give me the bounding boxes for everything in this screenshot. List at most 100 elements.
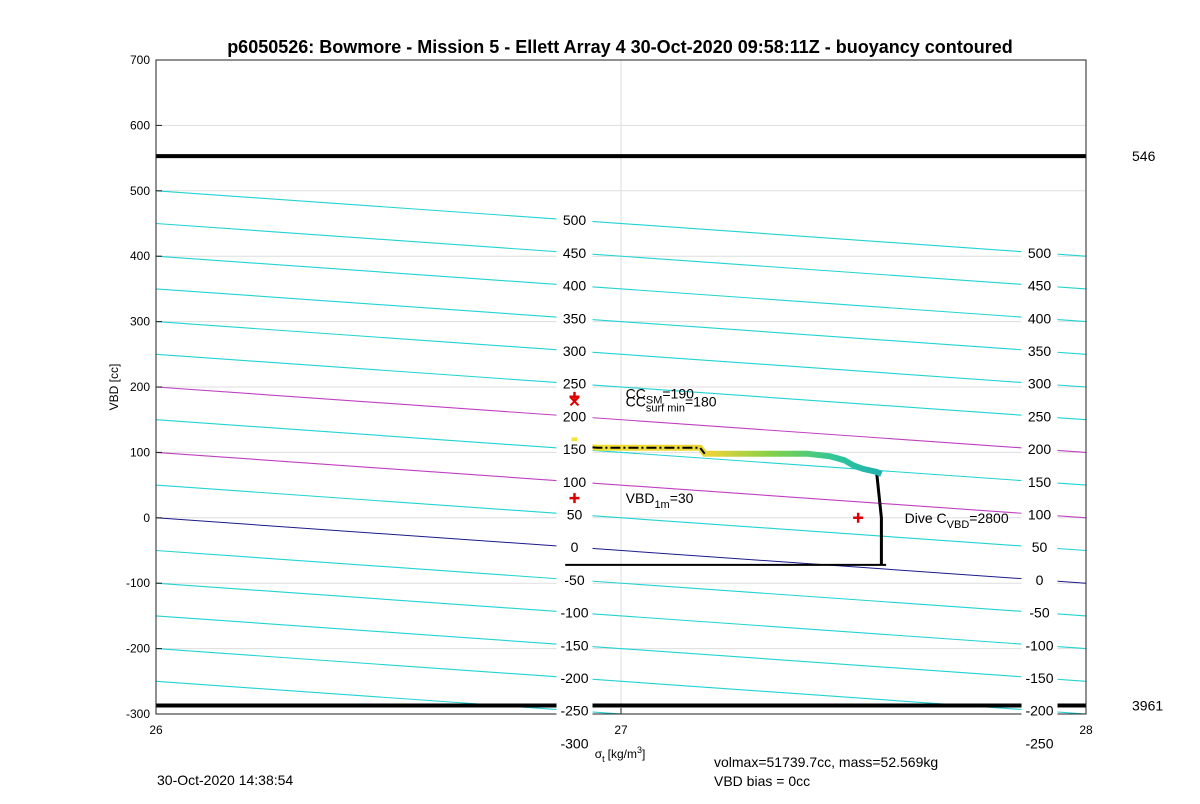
contour-line bbox=[156, 353, 1086, 421]
x-axis-label-unit: [kg/m bbox=[608, 747, 637, 761]
contour-label: -100 bbox=[560, 605, 588, 621]
contour-label: 300 bbox=[563, 343, 587, 359]
y-tick-label: 300 bbox=[130, 315, 150, 329]
contour-line bbox=[156, 648, 1086, 714]
contour-label: 450 bbox=[563, 245, 587, 261]
contour-label: 50 bbox=[567, 507, 583, 523]
contour-label: -50 bbox=[564, 572, 584, 588]
x-tick-label: 26 bbox=[149, 723, 163, 737]
footer-volmax: volmax=51739.7cc, mass=52.569kg bbox=[714, 754, 939, 770]
contour-label-bg bbox=[1021, 604, 1058, 621]
y-tick-label: 0 bbox=[143, 511, 150, 525]
contour-label: 400 bbox=[563, 278, 587, 294]
profile-vertical-line bbox=[875, 473, 883, 565]
contour-label: 250 bbox=[1028, 408, 1052, 424]
contour-label: 500 bbox=[563, 212, 587, 228]
contour-line bbox=[156, 451, 1086, 519]
contour-label-bg bbox=[556, 571, 593, 588]
contour-label-bg bbox=[556, 539, 593, 556]
footer-vbd-bias: VBD bias = 0cc bbox=[714, 773, 811, 789]
contour-line bbox=[156, 549, 1086, 617]
contour-label-bg bbox=[1021, 539, 1058, 556]
y-tick-label: -200 bbox=[126, 642, 150, 656]
contour-line bbox=[156, 615, 1086, 682]
marker-label: CCsurf min=180 bbox=[626, 393, 717, 414]
y-tick-label: 400 bbox=[130, 249, 150, 263]
contour-label: 500 bbox=[1028, 245, 1052, 261]
x-axis-label: σt [kg/m3] bbox=[595, 745, 646, 764]
y-tick-label: 200 bbox=[130, 380, 150, 394]
contour-label: -300 bbox=[560, 735, 588, 751]
x-tick-label: 27 bbox=[614, 723, 628, 737]
contour-line bbox=[156, 190, 1086, 257]
contour-label-bg bbox=[556, 343, 593, 360]
contour-label: 150 bbox=[563, 441, 587, 457]
contour-line bbox=[156, 582, 1086, 650]
y-axis-label: VBD [cc] bbox=[107, 364, 121, 411]
contour-label: 300 bbox=[1028, 376, 1052, 392]
contour-label: 450 bbox=[1028, 278, 1052, 294]
buoyancy-contours bbox=[156, 190, 1086, 714]
contour-label-bg bbox=[1021, 506, 1058, 523]
contour-label: 250 bbox=[563, 376, 587, 392]
contour-label: 0 bbox=[1036, 572, 1044, 588]
contour-line bbox=[156, 484, 1086, 552]
contour-label: 200 bbox=[563, 408, 587, 424]
contour-label: -250 bbox=[560, 703, 588, 719]
contour-label: -150 bbox=[560, 637, 588, 653]
contour-label: -150 bbox=[1025, 670, 1053, 686]
y-tick-label: 500 bbox=[130, 184, 150, 198]
contour-label-bg bbox=[556, 473, 593, 490]
contour-label: 200 bbox=[1028, 441, 1052, 457]
y-tick-label: 600 bbox=[130, 118, 150, 132]
contour-line bbox=[156, 386, 1086, 453]
contour-label-bg bbox=[1021, 670, 1058, 687]
x-axis-label-unit-sup: 3 bbox=[637, 745, 642, 755]
contour-label: 100 bbox=[1028, 507, 1052, 523]
contour-label-bg bbox=[556, 310, 593, 327]
marker-label: VBD1m=30 bbox=[626, 490, 694, 511]
marker-plus bbox=[853, 512, 864, 523]
contour-label-bg bbox=[556, 604, 593, 621]
contour-label: -250 bbox=[1025, 735, 1053, 751]
y-tick-label: 100 bbox=[130, 445, 150, 459]
contour-label: -200 bbox=[560, 670, 588, 686]
contour-label: 100 bbox=[563, 474, 587, 490]
contour-line bbox=[156, 680, 629, 714]
contour-label-bg bbox=[1021, 637, 1058, 654]
contour-line bbox=[156, 517, 1086, 584]
contour-line bbox=[156, 419, 1086, 486]
contour-label-bg bbox=[556, 244, 593, 261]
contour-line bbox=[156, 288, 1086, 355]
contour-label-bg bbox=[1021, 277, 1058, 294]
marker-label: Dive CVBD=2800 bbox=[905, 510, 1009, 531]
marker-label: CCSM=190 bbox=[626, 386, 694, 407]
contour-label-bg bbox=[1021, 473, 1058, 490]
contour-label: -200 bbox=[1025, 703, 1053, 719]
contour-label-bg bbox=[556, 277, 593, 294]
limit-lines: 546 3961 bbox=[156, 148, 1163, 713]
contour-label: -50 bbox=[1029, 605, 1049, 621]
contour-label: 400 bbox=[1028, 310, 1052, 326]
profile-upper-line bbox=[574, 444, 706, 455]
x-axis-label-symbol: σ bbox=[595, 747, 603, 761]
contour-label: 350 bbox=[563, 310, 587, 326]
marker-plus bbox=[569, 493, 580, 504]
contour-line bbox=[156, 321, 1086, 388]
contour-label-bg bbox=[556, 441, 593, 458]
contour-label-bg bbox=[556, 735, 593, 752]
contour-label-bg bbox=[556, 637, 593, 654]
marker-x bbox=[569, 396, 580, 407]
contour-label: 150 bbox=[1028, 474, 1052, 490]
contour-label-bg bbox=[1021, 310, 1058, 327]
x-axis-label-unit-end: ] bbox=[642, 747, 645, 761]
contour-label-bg bbox=[1021, 571, 1058, 588]
contour-label-bg bbox=[556, 506, 593, 523]
dive-profile bbox=[565, 437, 887, 568]
contour-label-bg bbox=[1021, 343, 1058, 360]
contour-label-bg bbox=[1021, 735, 1058, 752]
contour-label-bg bbox=[556, 408, 593, 425]
contour-label-bg bbox=[556, 670, 593, 687]
